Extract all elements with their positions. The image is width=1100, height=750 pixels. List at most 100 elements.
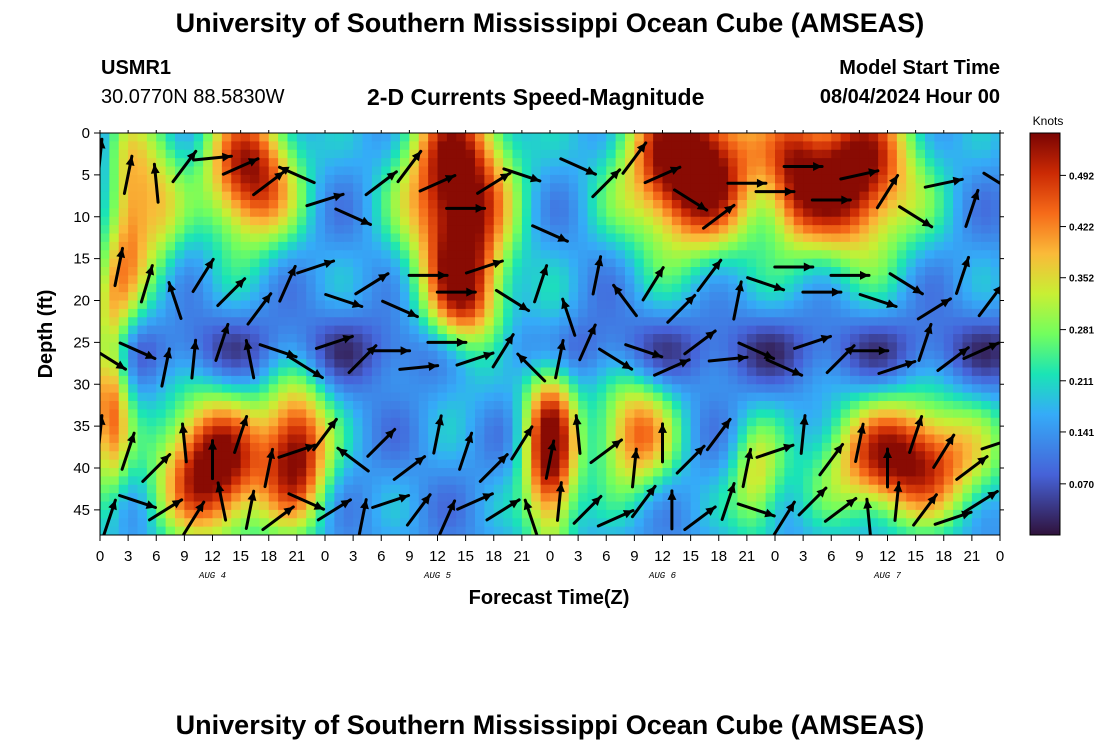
heatmap-cell [578,141,589,151]
heatmap-cell [831,409,842,419]
heatmap-cell [737,325,748,335]
heatmap-cell [615,392,626,402]
heatmap-cell [146,200,157,209]
heatmap-cell [362,241,373,251]
heatmap-cell [531,484,542,494]
heatmap-cell [578,375,589,385]
heatmap-cell [756,367,767,377]
heatmap-cell [100,275,110,285]
heatmap-cell [775,392,785,402]
heatmap-cell [859,509,870,519]
heatmap-cell [259,283,270,293]
heatmap-cell [287,183,298,193]
heatmap-cell [550,526,560,535]
heatmap-cell [278,493,289,503]
heatmap-cell [278,518,289,528]
heatmap-cell [812,484,823,494]
heatmap-cell [428,174,439,184]
heatmap-cell [962,442,973,452]
heatmap-cell [193,208,204,218]
heatmap-cell [128,292,139,302]
heatmap-cell [943,141,954,151]
heatmap-cell [906,401,917,410]
heatmap-cell [878,509,889,519]
current-vector [141,453,172,483]
heatmap-cell [793,174,804,184]
heatmap-cell [109,149,120,159]
heatmap-cell [859,451,870,461]
vector-head [518,302,529,311]
heatmap-cell [465,250,476,260]
heatmap-cell [728,208,739,218]
heatmap-cell [278,275,289,285]
vector-head [204,259,214,270]
heatmap-cell [812,317,823,327]
heatmap-cell [784,317,795,327]
heatmap-cell [728,367,739,377]
heatmap-cell [175,434,185,444]
heatmap-cell [287,158,298,168]
heatmap-cell [662,342,673,352]
heatmap-cell [493,426,504,436]
heatmap-cell [540,183,551,193]
heatmap-cell [165,459,176,469]
heatmap-cell [634,476,645,486]
heatmap-cell [259,426,270,436]
heatmap-cell [971,484,982,494]
heatmap-cell [221,417,232,427]
heatmap-cell [118,200,129,209]
heatmap-cell [578,476,589,486]
heatmap-cell [990,526,1000,535]
heatmap-cell [671,476,682,486]
heatmap-cell [362,317,373,327]
heatmap-cell [100,509,110,519]
heatmap-cell [475,426,485,436]
heatmap-cell [343,392,354,402]
heatmap-cell [718,417,729,427]
heatmap-cell [128,476,139,486]
heatmap-cell [484,317,495,327]
heatmap-cell [831,300,842,310]
heatmap-cell [146,342,157,352]
heatmap-cell [278,342,289,352]
heatmap-cell [231,392,242,402]
heatmap-cell [643,216,654,226]
heatmap-cell [812,283,823,293]
heatmap-cell [690,401,701,410]
heatmap-cell [728,350,739,360]
heatmap-cell [512,526,523,535]
heatmap-cell [568,342,579,352]
heatmap-cell [475,183,485,193]
heatmap-cell [381,526,392,535]
heatmap-cell [700,476,710,486]
heatmap-cell [934,375,945,385]
heatmap-cell [953,451,964,461]
heatmap-cell [737,350,748,360]
heatmap-cell [737,384,748,394]
heatmap-cell [446,183,457,193]
heatmap-cell [915,275,926,285]
heatmap-cell [484,191,495,201]
heatmap-cell [371,451,382,461]
heatmap-cell [887,359,898,369]
heatmap-cell [100,325,110,335]
vector-head [785,187,794,197]
heatmap-cell [531,191,542,201]
heatmap-cell [821,392,832,402]
heatmap-cell [690,133,701,142]
heatmap-cell [784,451,795,461]
heatmap-cell [718,292,729,302]
heatmap-cell [325,225,335,235]
heatmap-cell [109,300,120,310]
heatmap-cell [193,426,204,436]
heatmap-cell [728,342,739,352]
heatmap-cell [550,200,560,209]
heatmap-cell [887,250,898,260]
current-vector [641,266,665,302]
heatmap-cell [493,442,504,452]
heatmap-cell [878,283,889,293]
heatmap-cell [362,208,373,218]
heatmap-cell [981,250,992,260]
heatmap-cell [409,317,420,327]
heatmap-cell [962,417,973,427]
